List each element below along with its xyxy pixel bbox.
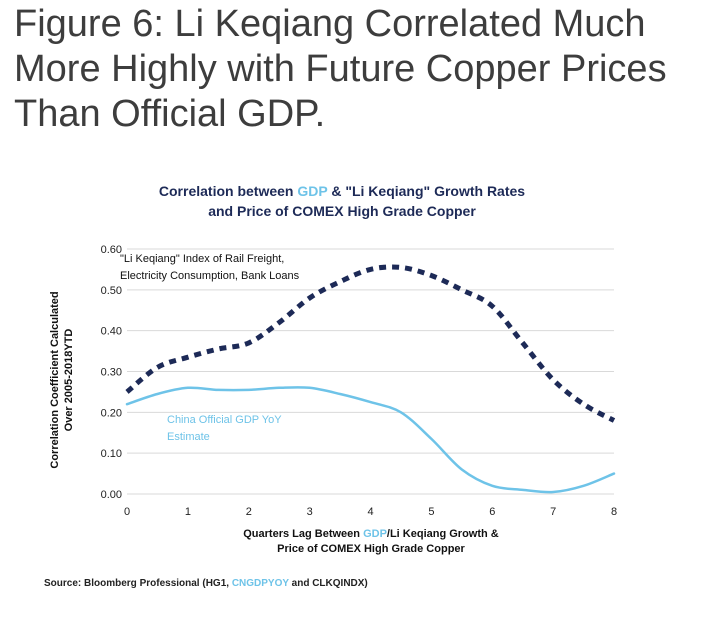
x-tick-label: 2 <box>246 506 252 518</box>
x-axis-label-part-a: Quarters Lag Between <box>243 528 363 540</box>
x-tick-label: 4 <box>367 506 373 518</box>
y-tick-label: 0.30 <box>101 367 122 379</box>
series-label-li-keqiang-line2: Electricity Consumption, Bank Loans <box>120 270 300 282</box>
x-axis-label-gdp: GDP <box>363 528 387 540</box>
x-tick-label: 7 <box>550 506 556 518</box>
chart-title-part-a: Correlation between <box>159 183 297 199</box>
series-group <box>125 264 616 494</box>
figure-heading: Figure 6: Li Keqiang Correlated Much Mor… <box>14 3 667 135</box>
x-tick-label: 3 <box>307 506 313 518</box>
series-label-gdp-line2: Estimate <box>167 431 210 443</box>
x-tick-label: 8 <box>611 506 617 518</box>
y-tick-label: 0.00 <box>101 489 122 501</box>
source-part-a: Source: Bloomberg Professional (HG1, <box>44 578 232 589</box>
x-axis-ticks: 0 1 2 3 4 5 6 7 8 <box>124 506 617 518</box>
y-tick-label: 0.50 <box>101 285 122 297</box>
source-note: Source: Bloomberg Professional (HG1, CNG… <box>44 578 368 589</box>
series-line-li-keqiang <box>125 264 616 423</box>
series-label-li-keqiang-line1: "Li Keqiang" Index of Rail Freight, <box>120 253 284 265</box>
y-tick-label: 0.10 <box>101 448 122 460</box>
chart-title-gdp: GDP <box>297 183 327 199</box>
x-axis-label-part-c: /Li Keqiang Growth & <box>387 528 499 540</box>
chart-title-line1: Correlation between GDP & "Li Keqiang" G… <box>159 183 525 199</box>
x-tick-label: 6 <box>489 506 495 518</box>
y-axis-label-line1: Correlation Coefficient Calculated <box>49 291 61 468</box>
y-tick-label: 0.40 <box>101 326 122 338</box>
y-axis-ticks: 0.00 0.10 0.20 0.30 0.40 0.50 0.60 <box>101 244 122 501</box>
x-tick-label: 0 <box>124 506 130 518</box>
chart-title-line2: and Price of COMEX High Grade Copper <box>208 203 476 219</box>
series-label-gdp-line1: China Official GDP YoY <box>167 414 282 426</box>
y-tick-label: 0.60 <box>101 244 122 256</box>
grid <box>127 248 614 495</box>
x-tick-label: 1 <box>185 506 191 518</box>
chart-title-part-c: & "Li Keqiang" Growth Rates <box>327 183 525 199</box>
series-line-china-gdp <box>125 386 616 494</box>
y-tick-label: 0.20 <box>101 407 122 419</box>
y-axis-label-line2: Over 2005-2018YTD <box>63 329 75 432</box>
x-axis-label-line2: Price of COMEX High Grade Copper <box>277 543 465 555</box>
source-part-c: and CLKQINDX) <box>289 578 368 589</box>
source-cngdpyoy: CNGDPYOY <box>232 578 290 589</box>
x-tick-label: 5 <box>428 506 434 518</box>
x-axis-label-line1: Quarters Lag Between GDP/Li Keqiang Grow… <box>243 528 499 540</box>
